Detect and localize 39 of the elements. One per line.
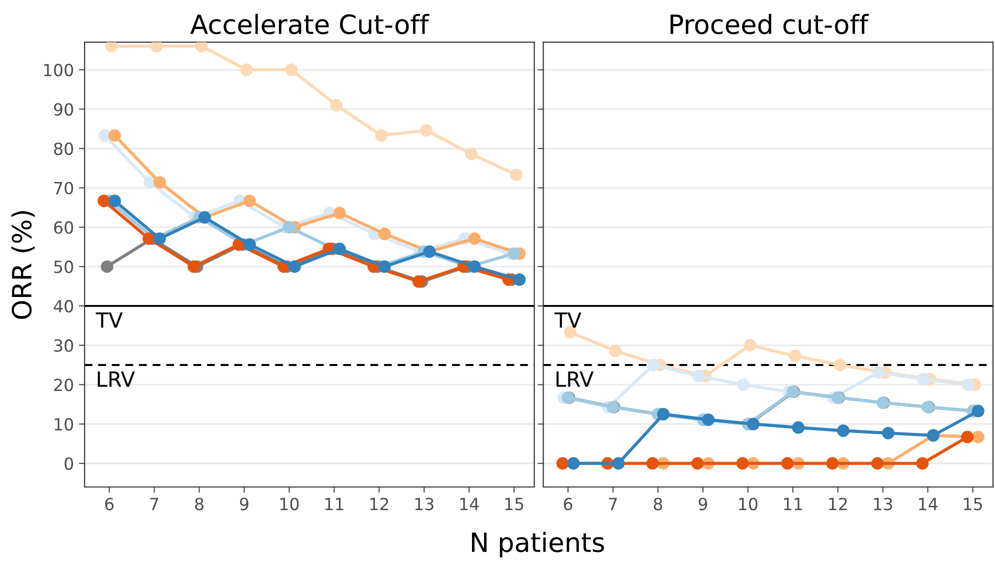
y-tick-label: 90 [54, 103, 74, 116]
ref-line-label: TV [554, 312, 582, 328]
x-axis-title: N patients [472, 532, 604, 558]
x-tick-label: 13 [874, 498, 892, 510]
x-tick-label: 14 [919, 498, 938, 510]
y-tick-label: 40 [54, 300, 74, 313]
x-tick-label: 10 [739, 498, 758, 510]
chart-title: Accelerate Cut-off [190, 14, 430, 34]
x-tick-label: 11 [784, 498, 802, 510]
y-tick-label: 0 [64, 457, 74, 470]
x-tick-label: 6 [105, 498, 114, 510]
x-tick-label: 9 [698, 498, 708, 510]
x-tick-label: 11 [325, 498, 344, 510]
chart-title: Proceed cut-off [670, 14, 869, 34]
x-tick-label: 15 [505, 498, 524, 510]
x-tick-label: 14 [460, 498, 479, 510]
x-tick-label: 15 [964, 498, 982, 510]
y-tick-label: 80 [54, 142, 74, 156]
ref-line-label: LRV [556, 372, 594, 387]
y-tick-label: 60 [54, 221, 74, 234]
x-tick-label: 12 [829, 498, 847, 510]
y-tick-label: 30 [54, 339, 74, 352]
x-tick-label: 6 [564, 498, 572, 510]
y-tick-label: 20 [54, 378, 74, 392]
ref-line-label: LRV [98, 372, 135, 387]
x-tick-label: 7 [609, 498, 617, 510]
y-tick-label: 10 [54, 418, 74, 431]
y-tick-label: 50 [54, 260, 74, 274]
y-tick-label: 100 [44, 64, 74, 76]
y-tick-label: 70 [54, 182, 74, 194]
x-tick-label: 7 [150, 498, 158, 510]
ref-line-label: TV [96, 312, 123, 328]
x-tick-label: 13 [415, 498, 434, 510]
x-tick-label: 12 [370, 498, 388, 510]
y-axis-title: ORR (%) [11, 211, 35, 319]
x-tick-label: 10 [280, 498, 299, 510]
x-tick-label: 8 [654, 498, 662, 510]
x-tick-label: 8 [195, 498, 204, 510]
x-tick-label: 9 [240, 498, 248, 510]
